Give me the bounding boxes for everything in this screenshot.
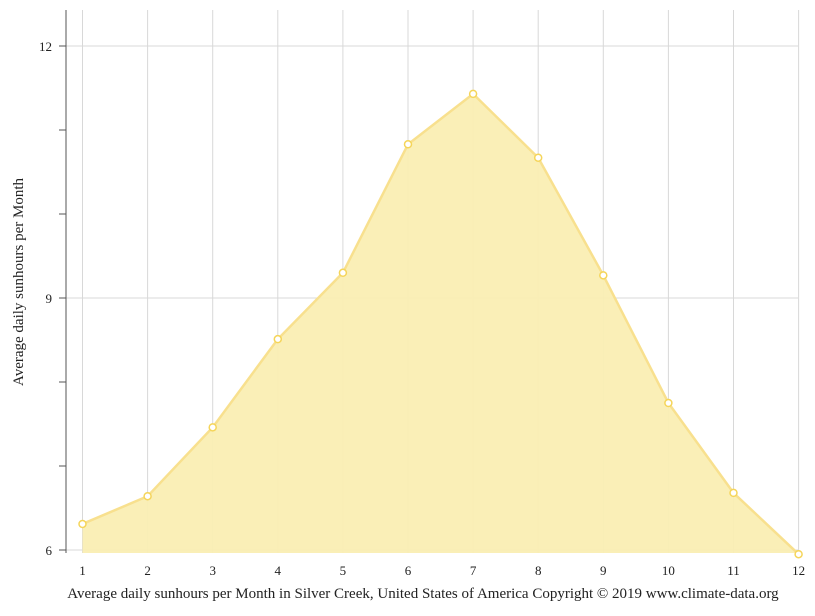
data-point <box>208 423 217 432</box>
y-axis-label: Average daily sunhours per Month <box>11 178 27 387</box>
data-point <box>338 268 348 278</box>
points <box>78 89 803 559</box>
area-layer <box>82 92 800 556</box>
x-tick-label: 5 <box>340 563 347 578</box>
x-tick-label: 9 <box>600 563 607 578</box>
area-fill <box>82 93 799 555</box>
data-point <box>468 89 478 99</box>
x-tick-label: 1 <box>79 563 86 578</box>
data-point <box>664 398 673 408</box>
x-tick-label: 4 <box>275 563 282 578</box>
y-tick-label: 12 <box>39 39 52 54</box>
x-tick-label: 8 <box>535 563 542 578</box>
data-point <box>143 491 152 501</box>
data-point <box>273 334 283 344</box>
chart-title: Average daily sunhours per Month in Silv… <box>67 586 779 602</box>
data-point <box>533 153 543 162</box>
data-point <box>599 271 608 280</box>
data-point <box>403 140 413 149</box>
y-tick-label: 9 <box>46 291 53 306</box>
x-tick-label: 10 <box>662 563 675 578</box>
x-tick-label: 11 <box>727 563 740 578</box>
x-tick-label: 6 <box>405 563 412 578</box>
y-tick-label: 6 <box>46 543 53 558</box>
data-point <box>78 519 87 529</box>
x-tick-label: 7 <box>470 563 477 578</box>
x-tick-label: 2 <box>144 563 151 578</box>
data-point <box>794 549 803 559</box>
data-point <box>729 488 738 498</box>
x-tick-label: 12 <box>792 563 805 578</box>
series-line <box>82 92 800 556</box>
x-tick-label: 3 <box>209 563 216 578</box>
